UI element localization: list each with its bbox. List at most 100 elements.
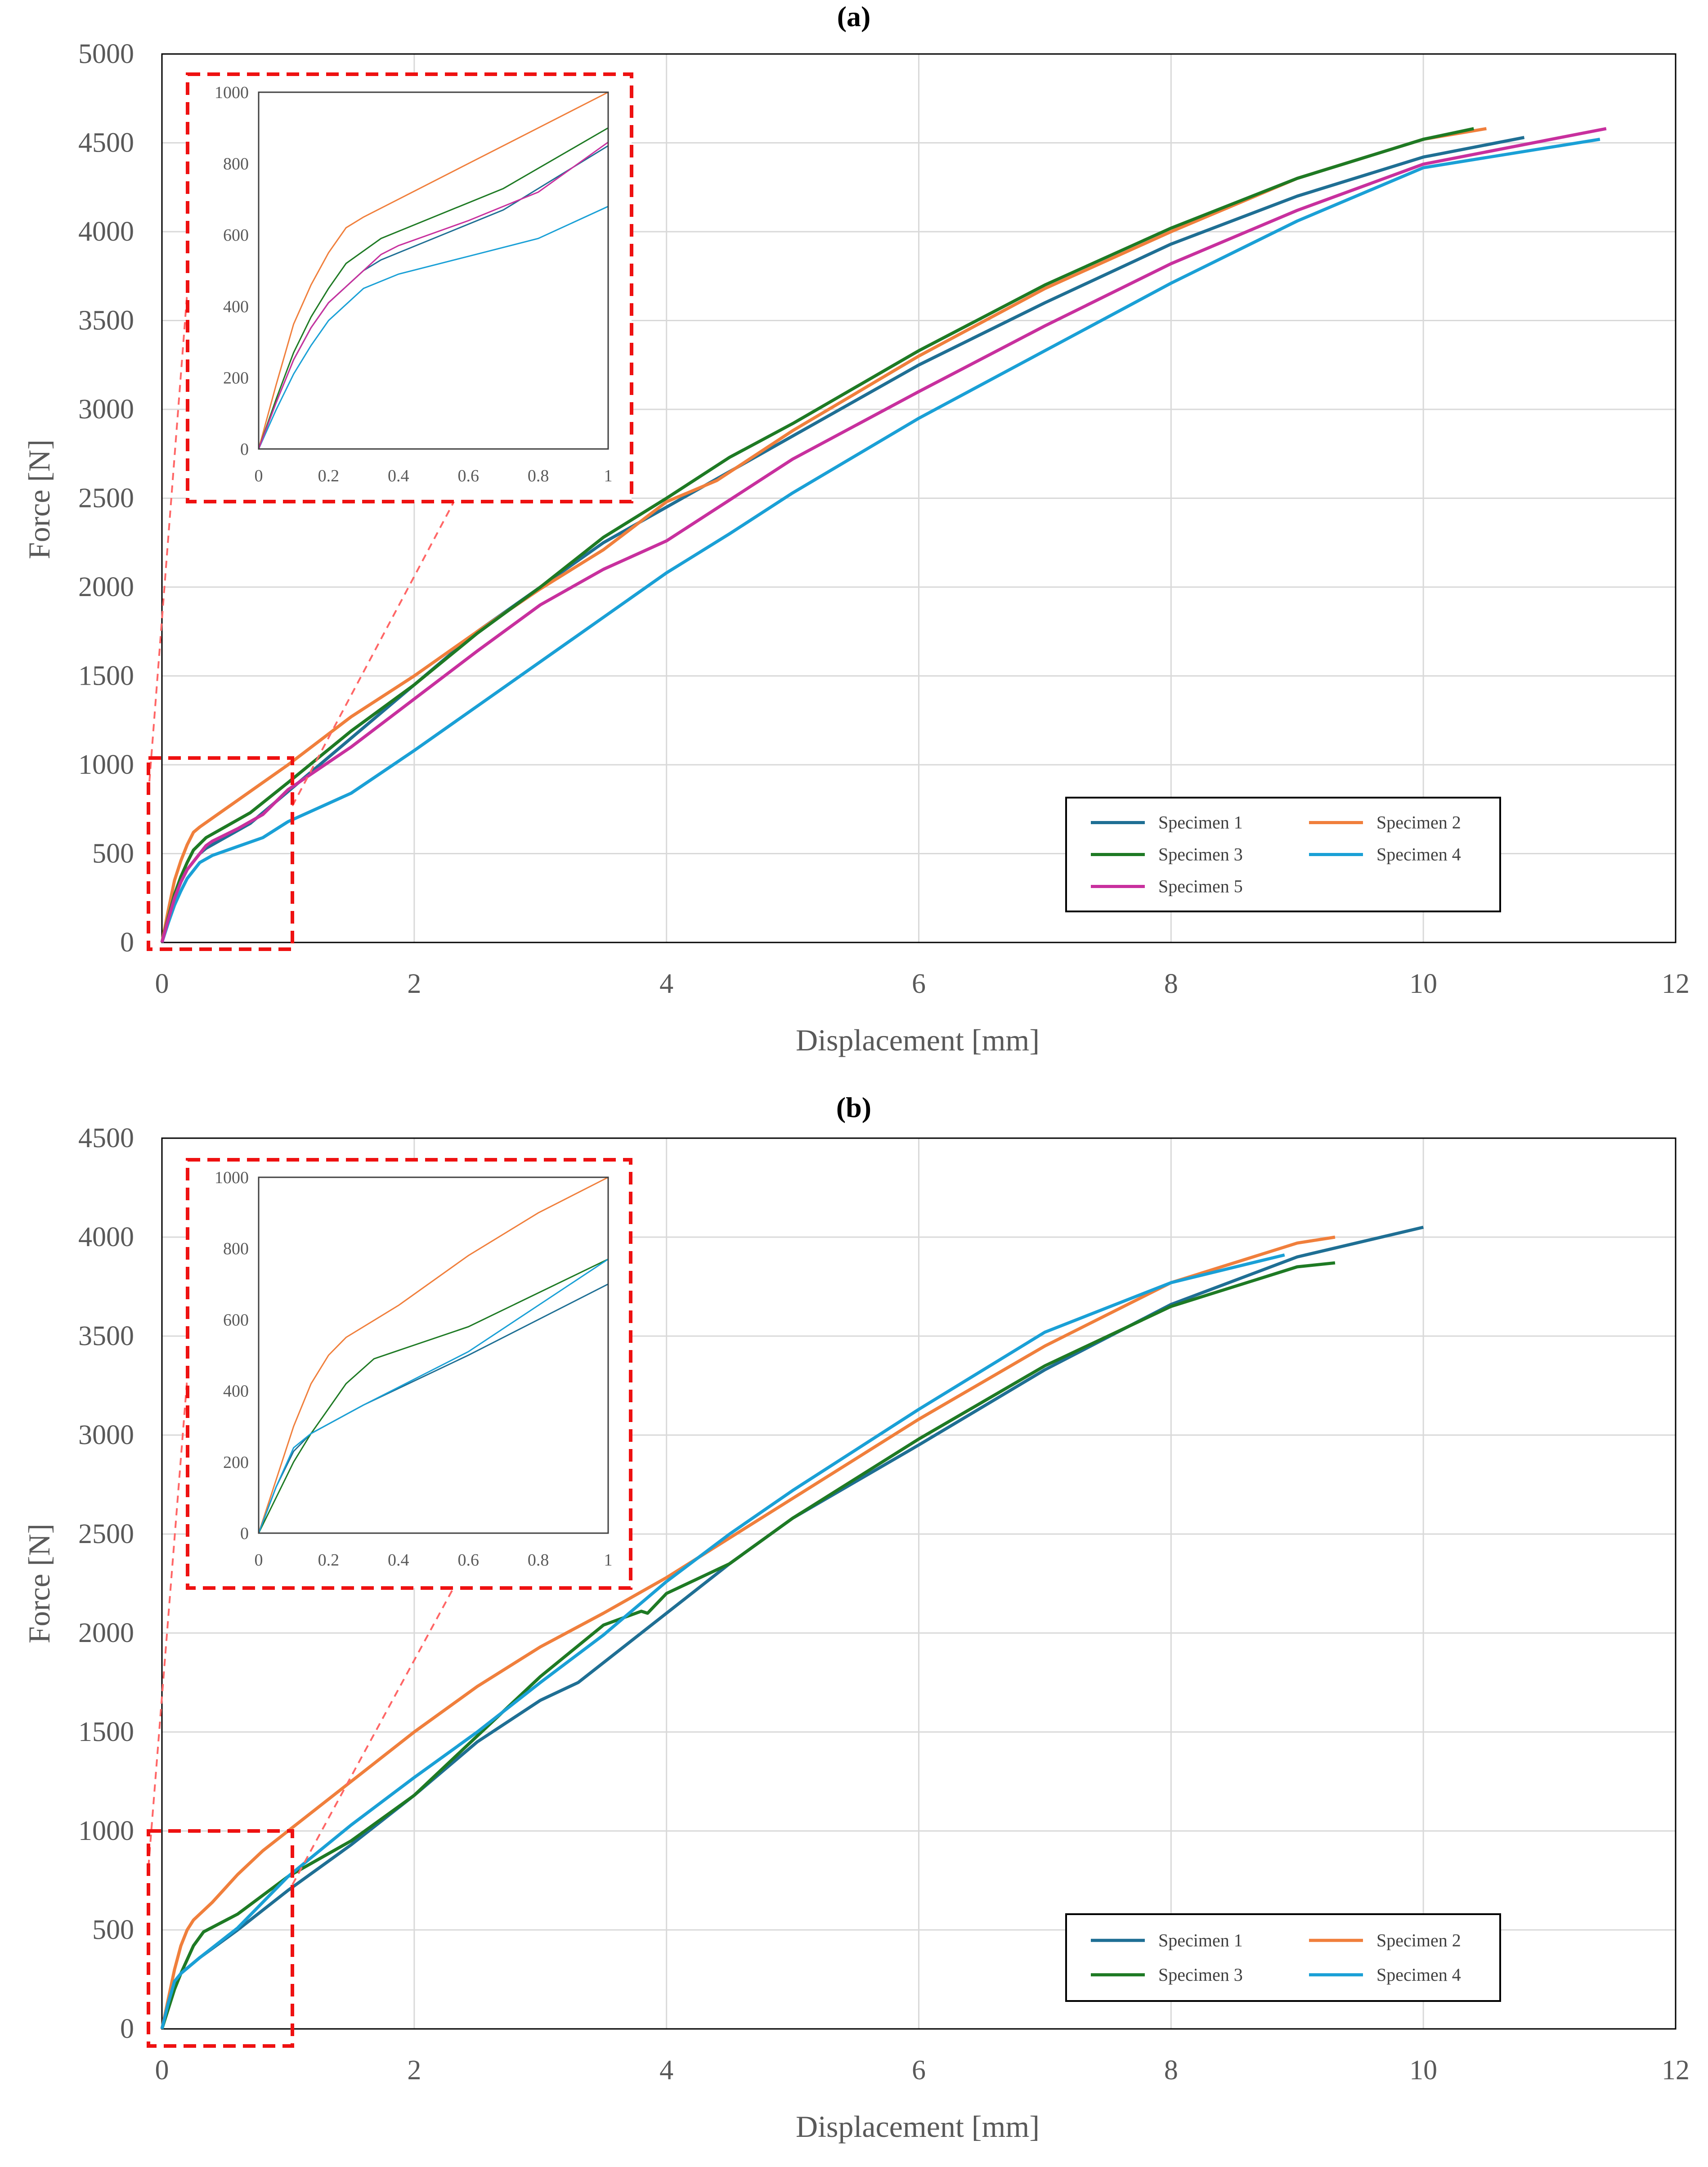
inset-frame bbox=[258, 1176, 609, 1534]
inset-series-line-specimen-3 bbox=[259, 127, 608, 449]
x-axis-label: Displacement [mm] bbox=[796, 1023, 1040, 1057]
x-tick-label: 2 bbox=[407, 2055, 421, 2086]
inset-border bbox=[186, 1158, 632, 1590]
legend-label-specimen-4: Specimen 4 bbox=[1376, 844, 1461, 865]
series-line-specimen-3 bbox=[160, 127, 1475, 943]
x-tick-label: 4 bbox=[659, 2055, 673, 2086]
x-tick-label: 12 bbox=[1662, 2055, 1690, 2086]
plot-frame bbox=[161, 53, 1677, 943]
y-tick-label: 2500 bbox=[78, 1519, 134, 1549]
inset-border bbox=[186, 72, 633, 503]
zoom-region-box bbox=[147, 1829, 294, 2048]
y-tick-label: 2500 bbox=[78, 483, 134, 514]
y-tick-label: 1500 bbox=[78, 1717, 134, 1747]
inset-series-line-specimen-2 bbox=[259, 92, 608, 449]
inset-y-tick-label: 200 bbox=[223, 1453, 249, 1472]
chart-title: (a) bbox=[837, 0, 871, 32]
x-tick-label: 6 bbox=[912, 969, 926, 999]
series-line-specimen-5 bbox=[160, 127, 1607, 943]
inset-y-tick-label: 0 bbox=[240, 1524, 249, 1543]
x-axis-label: Displacement [mm] bbox=[796, 2109, 1040, 2144]
plot-frame bbox=[161, 1137, 1677, 2030]
y-tick-label: 5000 bbox=[78, 39, 134, 69]
inset-series-line-specimen-3 bbox=[259, 1258, 608, 1533]
legend-label-specimen-4: Specimen 4 bbox=[1376, 1965, 1461, 1985]
y-tick-label: 3000 bbox=[78, 394, 134, 425]
inset-frame bbox=[258, 91, 609, 450]
inset-y-tick-label: 1000 bbox=[215, 83, 249, 102]
y-tick-label: 2000 bbox=[78, 1618, 134, 1648]
y-tick-label: 1500 bbox=[78, 661, 134, 691]
inset-y-tick-label: 200 bbox=[223, 368, 249, 387]
inset-series-line-specimen-2 bbox=[259, 1177, 608, 1533]
inset-x-tick-label: 0.8 bbox=[528, 467, 549, 485]
chart-a: (a)0500100015002000250030003500400045005… bbox=[22, 0, 1690, 1057]
y-axis-label: Force [N] bbox=[22, 1524, 56, 1643]
inset-y-tick-label: 400 bbox=[223, 297, 249, 316]
inset-series-line-specimen-4 bbox=[259, 1258, 608, 1533]
inset-x-tick-label: 0.6 bbox=[457, 1551, 479, 1570]
legend-label-specimen-1: Specimen 1 bbox=[1158, 1930, 1243, 1950]
inset-series-line-specimen-4 bbox=[259, 206, 608, 449]
series-line-specimen-4 bbox=[160, 1253, 1285, 2029]
x-tick-label: 0 bbox=[155, 969, 169, 999]
inset-x-tick-label: 0.2 bbox=[318, 1551, 340, 1570]
inset-x-tick-label: 0.8 bbox=[528, 1551, 549, 1570]
inset-x-tick-label: 0 bbox=[255, 1551, 263, 1570]
chart-b: (b)0500100015002000250030003500400045000… bbox=[22, 1091, 1690, 2144]
inset-plot-area bbox=[259, 92, 608, 449]
y-tick-label: 3500 bbox=[78, 1321, 134, 1351]
x-tick-label: 6 bbox=[912, 2055, 926, 2086]
chart-title: (b) bbox=[836, 1091, 871, 1123]
inset-x-tick-label: 0 bbox=[255, 467, 263, 485]
y-tick-label: 4500 bbox=[78, 1123, 134, 1153]
y-tick-label: 1000 bbox=[78, 1816, 134, 1846]
inset-y-tick-label: 600 bbox=[223, 226, 249, 245]
y-tick-label: 3500 bbox=[78, 305, 134, 336]
zoom-connector-line bbox=[148, 287, 188, 794]
legend-label-specimen-2: Specimen 2 bbox=[1376, 812, 1461, 833]
inset-x-tick-label: 0.6 bbox=[457, 467, 479, 485]
y-tick-label: 4000 bbox=[78, 1222, 134, 1252]
y-tick-label: 2000 bbox=[78, 572, 134, 602]
zoom-connector-line bbox=[291, 1588, 454, 1885]
inset-x-tick-label: 0.2 bbox=[318, 467, 340, 485]
y-tick-label: 0 bbox=[120, 927, 134, 958]
inset-y-tick-label: 1000 bbox=[215, 1168, 249, 1187]
series-line-specimen-2 bbox=[160, 1235, 1336, 2029]
y-tick-label: 1000 bbox=[78, 749, 134, 780]
inset-series-line-specimen-5 bbox=[259, 141, 608, 449]
legend-label-specimen-2: Specimen 2 bbox=[1376, 1930, 1461, 1950]
x-tick-label: 10 bbox=[1409, 2055, 1437, 2086]
legend-label-specimen-3: Specimen 3 bbox=[1158, 844, 1243, 865]
inset-y-tick-label: 600 bbox=[223, 1310, 249, 1329]
y-tick-label: 500 bbox=[92, 839, 134, 869]
inset-x-tick-label: 1 bbox=[604, 1551, 613, 1570]
series-line-specimen-2 bbox=[160, 127, 1487, 943]
x-tick-label: 8 bbox=[1164, 2055, 1178, 2086]
legend-label-specimen-3: Specimen 3 bbox=[1158, 1965, 1243, 1985]
inset-y-tick-label: 800 bbox=[223, 155, 249, 174]
x-tick-label: 10 bbox=[1409, 969, 1437, 999]
series-line-specimen-4 bbox=[160, 138, 1600, 943]
zoom-connector-line bbox=[291, 501, 455, 807]
legend-label-specimen-1: Specimen 1 bbox=[1158, 812, 1243, 833]
zoom-region-box bbox=[147, 756, 294, 951]
y-axis-label: Force [N] bbox=[22, 440, 56, 559]
legend-box bbox=[1065, 1913, 1501, 2002]
inset-x-tick-label: 0.4 bbox=[388, 467, 409, 485]
x-tick-label: 8 bbox=[1164, 969, 1178, 999]
inset-y-tick-label: 400 bbox=[223, 1382, 249, 1401]
y-tick-label: 4500 bbox=[78, 128, 134, 158]
x-tick-label: 2 bbox=[407, 969, 421, 999]
y-tick-label: 0 bbox=[120, 2014, 134, 2044]
x-tick-label: 12 bbox=[1662, 969, 1690, 999]
inset-y-tick-label: 800 bbox=[223, 1239, 249, 1258]
x-tick-label: 0 bbox=[155, 2055, 169, 2086]
zoom-connector-line bbox=[148, 1373, 188, 1867]
y-tick-label: 4000 bbox=[78, 216, 134, 247]
inset-x-tick-label: 1 bbox=[604, 467, 613, 485]
inset-plot-area bbox=[259, 1177, 608, 1533]
legend-label-specimen-5: Specimen 5 bbox=[1158, 876, 1243, 897]
